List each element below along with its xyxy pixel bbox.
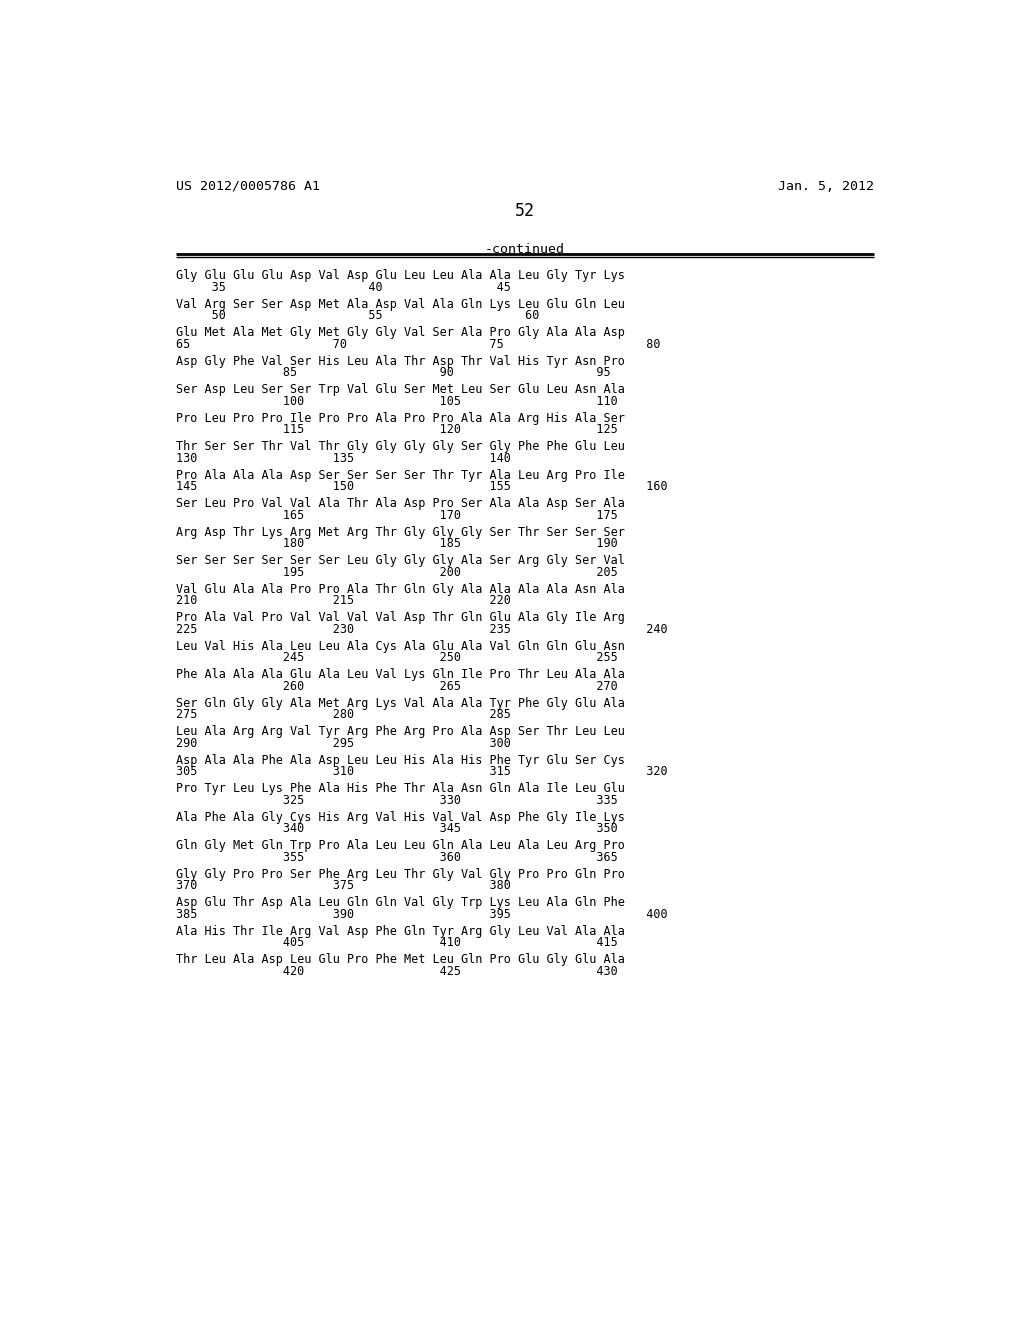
Text: 325                   330                   335: 325 330 335 [176,793,617,807]
Text: 340                   345                   350: 340 345 350 [176,822,617,836]
Text: Ser Leu Pro Val Val Ala Thr Ala Asp Pro Ser Ala Ala Asp Ser Ala: Ser Leu Pro Val Val Ala Thr Ala Asp Pro … [176,498,625,511]
Text: Ser Ser Ser Ser Ser Ser Leu Gly Gly Gly Ala Ser Arg Gly Ser Val: Ser Ser Ser Ser Ser Ser Leu Gly Gly Gly … [176,554,625,568]
Text: 275                   280                   285: 275 280 285 [176,708,511,721]
Text: 50                    55                    60: 50 55 60 [176,309,540,322]
Text: 180                   185                   190: 180 185 190 [176,537,617,550]
Text: Gly Glu Glu Glu Asp Val Asp Glu Leu Leu Ala Ala Leu Gly Tyr Lys: Gly Glu Glu Glu Asp Val Asp Glu Leu Leu … [176,269,625,282]
Text: Val Glu Ala Ala Pro Pro Ala Thr Gln Gly Ala Ala Ala Ala Asn Ala: Val Glu Ala Ala Pro Pro Ala Thr Gln Gly … [176,582,625,595]
Text: Jan. 5, 2012: Jan. 5, 2012 [777,180,873,193]
Text: Thr Ser Ser Thr Val Thr Gly Gly Gly Gly Ser Gly Phe Phe Glu Leu: Thr Ser Ser Thr Val Thr Gly Gly Gly Gly … [176,441,625,453]
Text: Leu Ala Arg Arg Val Tyr Arg Phe Arg Pro Ala Asp Ser Thr Leu Leu: Leu Ala Arg Arg Val Tyr Arg Phe Arg Pro … [176,725,625,738]
Text: Ser Gln Gly Gly Ala Met Arg Lys Val Ala Ala Tyr Phe Gly Glu Ala: Ser Gln Gly Gly Ala Met Arg Lys Val Ala … [176,697,625,710]
Text: 370                   375                   380: 370 375 380 [176,879,511,892]
Text: 355                   360                   365: 355 360 365 [176,850,617,863]
Text: 385                   390                   395                   400: 385 390 395 400 [176,908,668,920]
Text: Ala Phe Ala Gly Cys His Arg Val His Val Val Asp Phe Gly Ile Lys: Ala Phe Ala Gly Cys His Arg Val His Val … [176,810,625,824]
Text: Pro Ala Val Pro Val Val Val Val Asp Thr Gln Glu Ala Gly Ile Arg: Pro Ala Val Pro Val Val Val Val Asp Thr … [176,611,625,624]
Text: 210                   215                   220: 210 215 220 [176,594,511,607]
Text: Glu Met Ala Met Gly Met Gly Gly Val Ser Ala Pro Gly Ala Ala Asp: Glu Met Ala Met Gly Met Gly Gly Val Ser … [176,326,625,339]
Text: 305                   310                   315                   320: 305 310 315 320 [176,766,668,779]
Text: 35                    40                45: 35 40 45 [176,281,511,294]
Text: Thr Leu Ala Asp Leu Glu Pro Phe Met Leu Gln Pro Glu Gly Glu Ala: Thr Leu Ala Asp Leu Glu Pro Phe Met Leu … [176,953,625,966]
Text: Ser Asp Leu Ser Ser Trp Val Glu Ser Met Leu Ser Glu Leu Asn Ala: Ser Asp Leu Ser Ser Trp Val Glu Ser Met … [176,383,625,396]
Text: 100                   105                   110: 100 105 110 [176,395,617,408]
Text: Arg Asp Thr Lys Arg Met Arg Thr Gly Gly Gly Ser Thr Ser Ser Ser: Arg Asp Thr Lys Arg Met Arg Thr Gly Gly … [176,525,625,539]
Text: 115                   120                   125: 115 120 125 [176,424,617,437]
Text: 260                   265                   270: 260 265 270 [176,680,617,693]
Text: 290                   295                   300: 290 295 300 [176,737,511,750]
Text: 245                   250                   255: 245 250 255 [176,651,617,664]
Text: 85                    90                    95: 85 90 95 [176,367,610,379]
Text: 65                    70                    75                    80: 65 70 75 80 [176,338,660,351]
Text: Phe Ala Ala Ala Glu Ala Leu Val Lys Gln Ile Pro Thr Leu Ala Ala: Phe Ala Ala Ala Glu Ala Leu Val Lys Gln … [176,668,625,681]
Text: 145                   150                   155                   160: 145 150 155 160 [176,480,668,494]
Text: 225                   230                   235                   240: 225 230 235 240 [176,623,668,636]
Text: 130                   135                   140: 130 135 140 [176,451,511,465]
Text: Val Arg Ser Ser Asp Met Ala Asp Val Ala Gln Lys Leu Glu Gln Leu: Val Arg Ser Ser Asp Met Ala Asp Val Ala … [176,298,625,310]
Text: 165                   170                   175: 165 170 175 [176,508,617,521]
Text: Gln Gly Met Gln Trp Pro Ala Leu Leu Gln Ala Leu Ala Leu Arg Pro: Gln Gly Met Gln Trp Pro Ala Leu Leu Gln … [176,840,625,853]
Text: Leu Val His Ala Leu Leu Ala Cys Ala Glu Ala Val Gln Gln Glu Asn: Leu Val His Ala Leu Leu Ala Cys Ala Glu … [176,640,625,652]
Text: Pro Ala Ala Ala Asp Ser Ser Ser Ser Thr Tyr Ala Leu Arg Pro Ile: Pro Ala Ala Ala Asp Ser Ser Ser Ser Thr … [176,469,625,482]
Text: Asp Ala Ala Phe Ala Asp Leu Leu His Ala His Phe Tyr Glu Ser Cys: Asp Ala Ala Phe Ala Asp Leu Leu His Ala … [176,754,625,767]
Text: 420                   425                   430: 420 425 430 [176,965,617,978]
Text: -continued: -continued [484,243,565,256]
Text: 195                   200                   205: 195 200 205 [176,566,617,578]
Text: Asp Gly Phe Val Ser His Leu Ala Thr Asp Thr Val His Tyr Asn Pro: Asp Gly Phe Val Ser His Leu Ala Thr Asp … [176,355,625,368]
Text: Ala His Thr Ile Arg Val Asp Phe Gln Tyr Arg Gly Leu Val Ala Ala: Ala His Thr Ile Arg Val Asp Phe Gln Tyr … [176,924,625,937]
Text: 52: 52 [515,202,535,219]
Text: Gly Gly Pro Pro Ser Phe Arg Leu Thr Gly Val Gly Pro Pro Gln Pro: Gly Gly Pro Pro Ser Phe Arg Leu Thr Gly … [176,867,625,880]
Text: Pro Leu Pro Pro Ile Pro Pro Ala Pro Pro Ala Ala Arg His Ala Ser: Pro Leu Pro Pro Ile Pro Pro Ala Pro Pro … [176,412,625,425]
Text: Asp Glu Thr Asp Ala Leu Gln Gln Val Gly Trp Lys Leu Ala Gln Phe: Asp Glu Thr Asp Ala Leu Gln Gln Val Gly … [176,896,625,909]
Text: 405                   410                   415: 405 410 415 [176,936,617,949]
Text: Pro Tyr Leu Lys Phe Ala His Phe Thr Ala Asn Gln Ala Ile Leu Glu: Pro Tyr Leu Lys Phe Ala His Phe Thr Ala … [176,781,625,795]
Text: US 2012/0005786 A1: US 2012/0005786 A1 [176,180,321,193]
